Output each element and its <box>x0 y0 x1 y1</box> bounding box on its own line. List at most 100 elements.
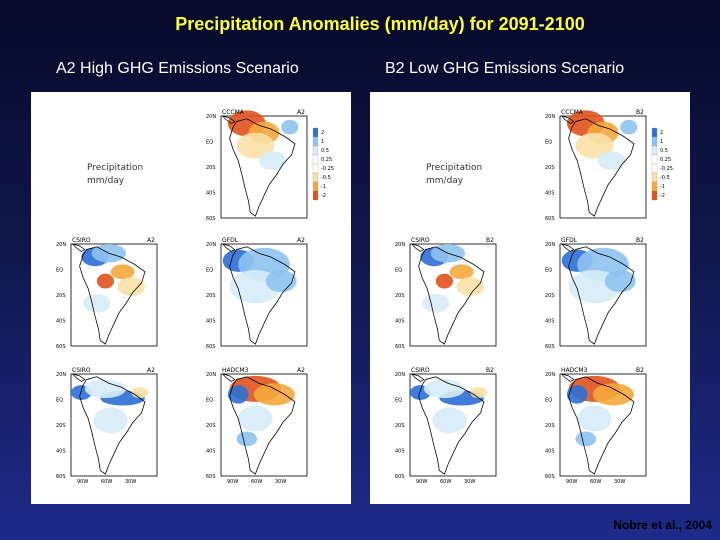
colorbar-value: 0.25 <box>321 157 332 163</box>
lat-tick-label: 40S <box>545 191 555 197</box>
anomaly-region <box>575 431 597 447</box>
central-america-outline <box>560 243 575 252</box>
south-america-outline <box>418 376 485 475</box>
continent-outline <box>560 243 635 345</box>
lat-tick-label: 60S <box>56 474 66 480</box>
lat-tick-label: 20N <box>395 242 405 248</box>
model-label: CSIRO <box>411 367 430 374</box>
lon-tick-label: 90W <box>227 479 238 485</box>
continent-outline <box>221 373 296 475</box>
south-america-outline <box>568 376 635 475</box>
colorbar-swatch <box>651 154 658 165</box>
south-america-outline <box>568 246 635 345</box>
lon-tick-label: 90W <box>77 479 88 485</box>
south-america-outline <box>229 376 296 475</box>
colorbar-swatch <box>312 163 319 174</box>
map-hadcm3-4: HADCM3 B2 20N EQ 20S 40S 60S 90W 60W 30W <box>545 367 647 485</box>
anomaly-region <box>422 294 450 313</box>
colorbar-swatch <box>312 181 319 192</box>
anomaly-region <box>592 383 634 406</box>
central-america-outline <box>560 373 575 382</box>
lat-tick-label: 40S <box>56 319 66 325</box>
colorbar-value: -0.5 <box>321 175 331 181</box>
colorbar-swatch <box>312 154 319 165</box>
lon-tick-label: 30W <box>464 479 475 485</box>
lat-tick-label: 60S <box>206 216 216 222</box>
colorbar-value: -2 <box>660 193 665 199</box>
lat-tick-label: 20S <box>395 423 405 429</box>
anomaly-region <box>258 151 287 170</box>
page-title: Precipitation Anomalies (mm/day) for 209… <box>175 14 585 34</box>
legend-label-units: mm/day <box>87 176 125 186</box>
colorbar-value: -1 <box>660 184 665 190</box>
colorbar-swatch <box>651 127 658 138</box>
colorbar-swatch <box>312 145 319 156</box>
lat-tick-label: 20S <box>545 423 555 429</box>
scenario-tag: A2 <box>147 237 155 244</box>
lat-tick-label: 60S <box>545 216 555 222</box>
a2-scenario-heading: A2 High GHG Emissions Scenario <box>56 60 299 77</box>
anomaly-region <box>93 407 128 434</box>
anomaly-region <box>117 277 145 296</box>
legend-label-precipitation: Precipitation <box>426 163 482 173</box>
south-america-outline <box>229 246 296 345</box>
scenario-tag: A2 <box>297 367 305 374</box>
lon-tick-label: 60W <box>101 479 112 485</box>
anomaly-region <box>83 294 111 313</box>
central-america-outline <box>410 373 425 382</box>
south-america-outline <box>229 118 296 217</box>
central-america-outline <box>221 243 236 252</box>
south-america-outline <box>418 246 485 345</box>
lon-tick-label: 30W <box>614 479 625 485</box>
lon-tick-label: 90W <box>566 479 577 485</box>
colorbar-swatch <box>651 172 658 183</box>
anomaly-region <box>265 269 297 293</box>
colorbar-value: -2 <box>321 193 326 199</box>
lat-tick-label: EQ <box>545 398 552 404</box>
anomaly-region <box>281 119 299 135</box>
lat-tick-label: 60S <box>545 474 555 480</box>
anomaly-region <box>577 405 612 432</box>
central-america-outline <box>410 243 425 252</box>
map-csiro-1: CSIRO A2 20N EQ 20S 40S 60S <box>56 237 158 350</box>
lat-tick-label: 20S <box>206 423 216 429</box>
a2-map-panel: Precipitation mm/day CCCMA A2 20N EQ 20S 40S 60S… <box>31 92 351 504</box>
anomaly-region <box>227 385 249 404</box>
colorbar-swatch <box>312 136 319 147</box>
scenario-tag: B2 <box>636 109 644 116</box>
lat-tick-label: 40S <box>206 449 216 455</box>
scenario-tag: B2 <box>636 367 644 374</box>
colorbar-swatch <box>312 127 319 138</box>
anomaly-region <box>620 119 638 135</box>
colorbar-swatch <box>651 136 658 147</box>
model-label: CSIRO <box>72 367 91 374</box>
continent-outline <box>410 373 485 475</box>
lon-tick-label: 60W <box>590 479 601 485</box>
lat-tick-label: EQ <box>545 140 552 146</box>
lon-tick-label: 60W <box>251 479 262 485</box>
source-credit: Nobre et al., 2004 <box>613 518 712 532</box>
anomaly-region <box>597 151 626 170</box>
anomaly-region <box>96 273 114 289</box>
lat-tick-label: 40S <box>395 319 405 325</box>
model-label: CSIRO <box>72 237 91 244</box>
anomaly-region <box>432 407 467 434</box>
legend-label-units: mm/day <box>426 176 464 186</box>
map-hadcm3-4: HADCM3 A2 20N EQ 20S 40S 60S 90W 60W 30W <box>206 367 308 485</box>
colorbar-value: 1 <box>321 139 324 145</box>
colorbar-value: 0.5 <box>321 148 329 154</box>
lat-tick-label: 20S <box>545 165 555 171</box>
model-label: CCCMA <box>222 109 245 116</box>
map-csiro-3: CSIRO B2 20N EQ 20S 40S 60S 90W 60W 30W <box>395 367 497 485</box>
lat-tick-label: EQ <box>545 268 552 274</box>
anomaly-region <box>236 132 275 159</box>
a2-map-grid: Precipitation mm/day CCCMA A2 20N EQ 20S 40S 60S… <box>56 109 334 485</box>
anomaly-region <box>131 386 149 399</box>
scenario-tag: A2 <box>297 109 305 116</box>
lat-tick-label: EQ <box>56 398 63 404</box>
anomaly-region <box>84 379 127 399</box>
anomaly-region <box>456 277 484 296</box>
model-label: GFDL <box>222 237 239 244</box>
lat-tick-label: EQ <box>206 140 213 146</box>
model-label: CCCMA <box>561 109 584 116</box>
